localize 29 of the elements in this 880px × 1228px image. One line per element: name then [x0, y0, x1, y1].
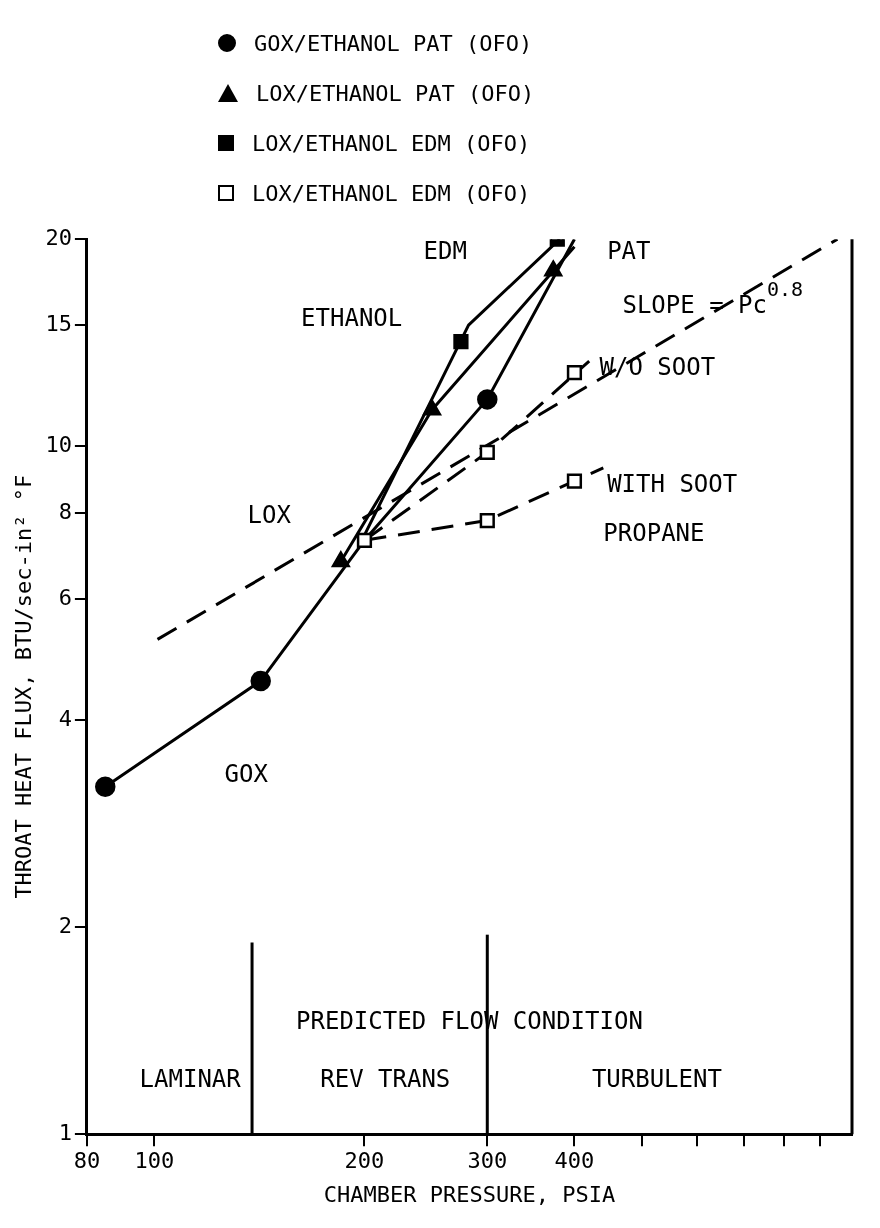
- annotation: TURBULENT: [591, 1064, 722, 1093]
- annotation: PROPANE: [603, 518, 705, 547]
- y-tick-label: 20: [45, 224, 72, 250]
- annotation: REV TRANS: [320, 1064, 451, 1093]
- y-axis-title: THROAT HEAT FLUX, BTU/sec-in² °F: [10, 474, 36, 899]
- x-tick-label: 200: [344, 1148, 385, 1174]
- y-tick-label: 6: [58, 584, 72, 610]
- x-tick-label: 100: [134, 1148, 175, 1174]
- x-tick-label: 80: [73, 1148, 101, 1174]
- annotation: ETHANOL: [301, 303, 403, 332]
- y-tick-label: 10: [45, 432, 72, 457]
- y-tick-label: 4: [58, 705, 72, 731]
- y-tick-label: 2: [58, 912, 72, 938]
- annotation: EDM: [423, 236, 467, 265]
- annotation: GOX: [224, 760, 269, 789]
- x-axis-title: CHAMBER PRESSURE, PSIA: [323, 1181, 616, 1207]
- y-tick-label: 15: [45, 310, 72, 336]
- annotation: LOX: [247, 500, 292, 529]
- x-tick-label: 400: [554, 1148, 595, 1174]
- x-tick-label: 300: [467, 1148, 508, 1174]
- legend-label: LOX/ETHANOL EDM (OFO): [252, 180, 531, 206]
- legend-label: LOX/ETHANOL EDM (OFO): [252, 130, 531, 156]
- annotation: LAMINAR: [139, 1064, 242, 1093]
- y-tick-label: 1: [58, 1119, 72, 1145]
- y-tick-label: 8: [58, 498, 72, 524]
- legend-label: GOX/ETHANOL PAT (OFO): [254, 30, 533, 56]
- annotation: PAT: [607, 236, 651, 265]
- annotation: WITH SOOT: [607, 469, 738, 498]
- legend-label: LOX/ETHANOL PAT (OFO): [256, 80, 535, 106]
